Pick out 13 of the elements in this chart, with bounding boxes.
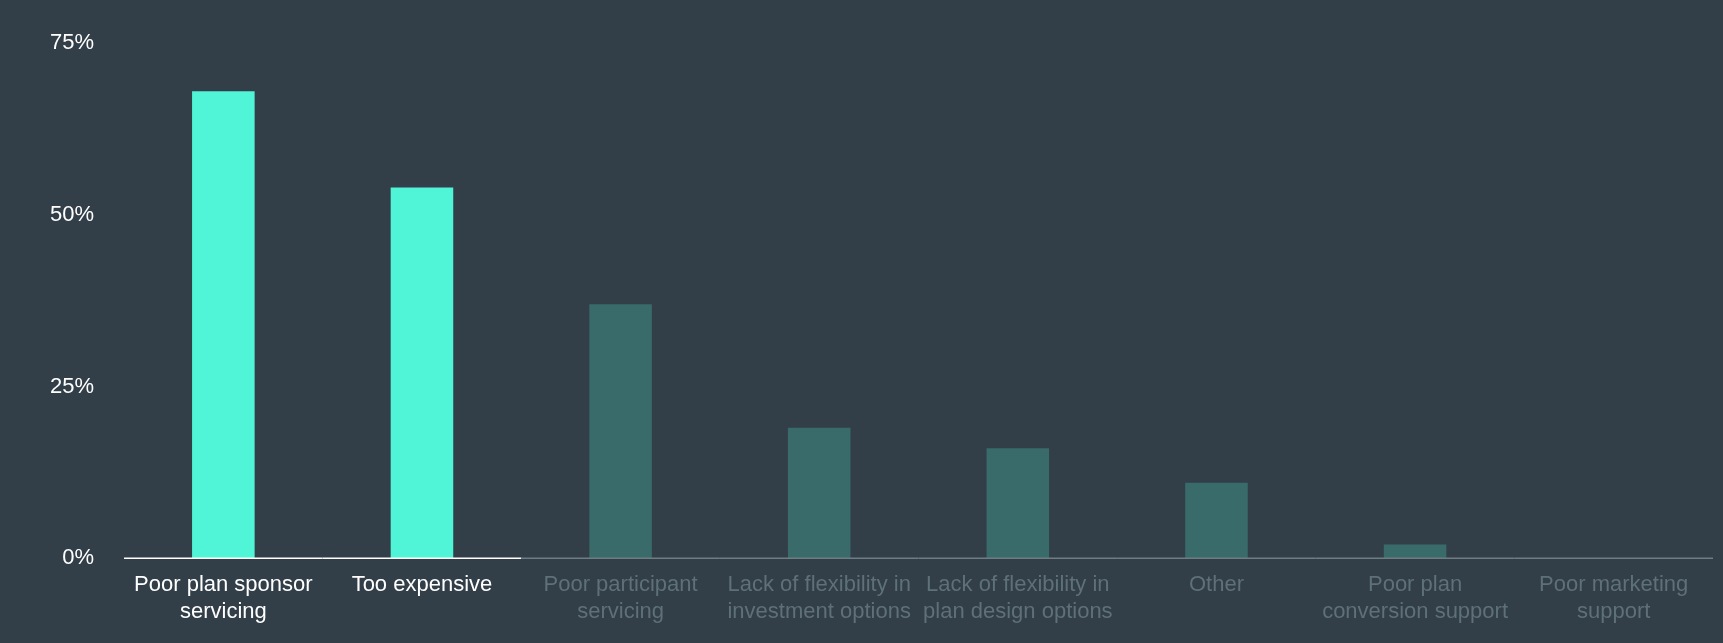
bar: [192, 91, 255, 559]
y-tick-label: 75%: [49, 29, 95, 55]
y-tick-label: 25%: [49, 372, 95, 398]
bar: [390, 187, 454, 559]
y-tick-label: 50%: [49, 200, 95, 226]
x-tick-label: Poor plan sponsor servicing: [134, 571, 313, 623]
bar: [787, 427, 851, 559]
bar: [1185, 482, 1248, 559]
y-tick-label: 0%: [62, 544, 95, 570]
bar: [1383, 544, 1447, 559]
bar: [589, 304, 652, 559]
x-tick-label: Too expensive: [351, 571, 493, 597]
bar: [986, 448, 1050, 559]
